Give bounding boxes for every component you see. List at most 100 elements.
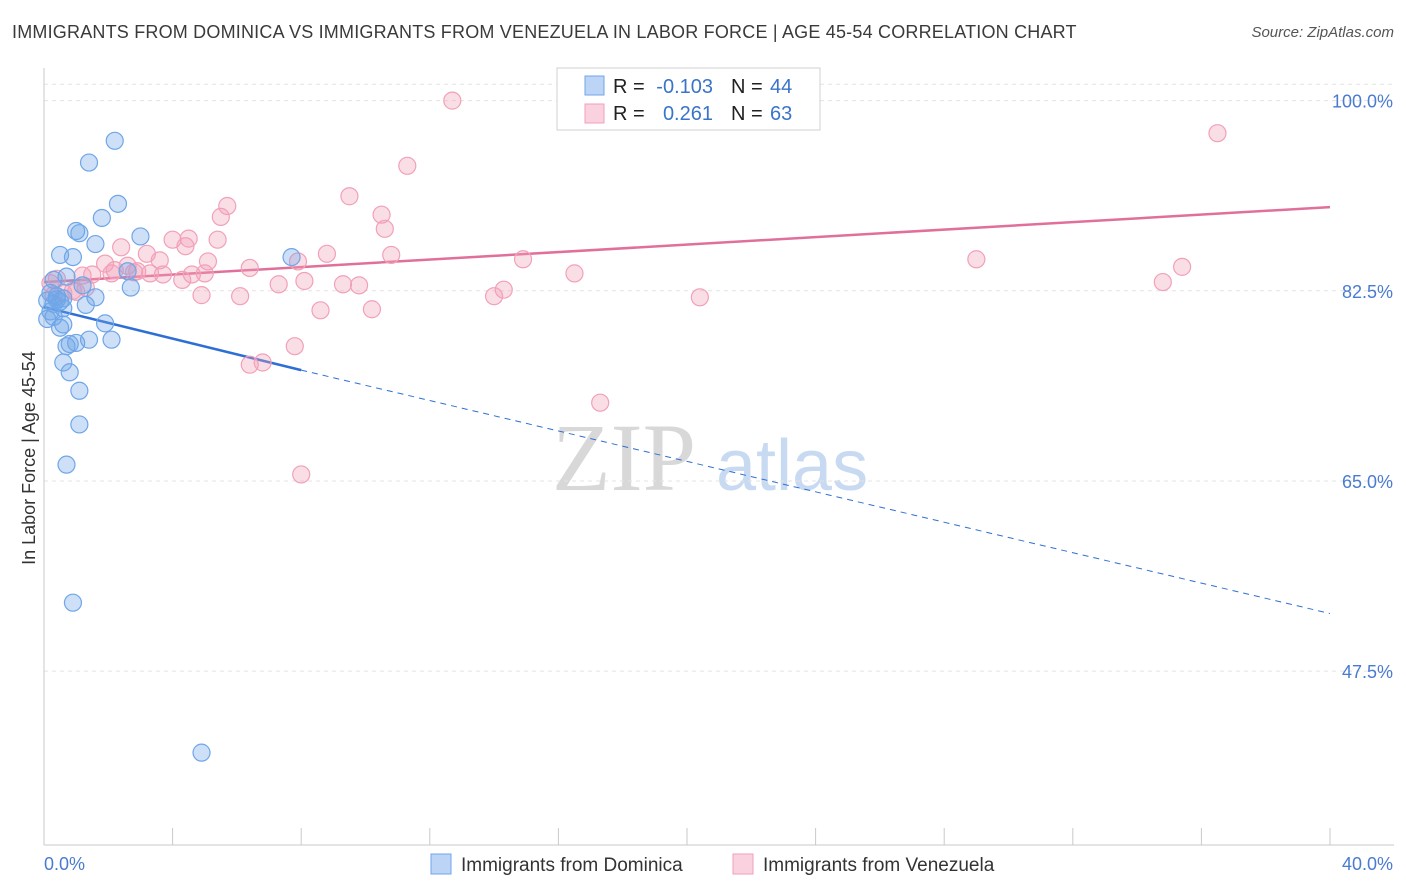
point-venezuela bbox=[182, 265, 201, 284]
point-dominica bbox=[95, 314, 115, 333]
point-venezuela bbox=[340, 187, 359, 206]
point-dominica bbox=[70, 415, 89, 434]
point-dominica bbox=[70, 224, 89, 243]
legend-swatch-dominica bbox=[430, 853, 452, 875]
point-venezuela bbox=[292, 465, 311, 484]
point-dominica bbox=[73, 276, 92, 295]
point-venezuela bbox=[382, 245, 401, 265]
watermark-zip: ZIP bbox=[552, 404, 696, 511]
y-tick-label: 65.0% bbox=[1342, 472, 1393, 492]
watermark-atlas: atlas bbox=[716, 426, 868, 506]
point-venezuela bbox=[967, 250, 986, 269]
point-dominica bbox=[86, 288, 105, 307]
legend-label-venezuela: Immigrants from Venezuela bbox=[763, 855, 995, 876]
point-venezuela bbox=[349, 276, 369, 295]
y-axis-label: In Labor Force | Age 45-54 bbox=[19, 351, 39, 565]
point-dominica bbox=[282, 247, 301, 267]
chart-title: IMMIGRANTS FROM DOMINICA VS IMMIGRANTS F… bbox=[12, 22, 1077, 42]
point-venezuela bbox=[173, 270, 192, 290]
point-venezuela bbox=[333, 275, 353, 294]
stats-n-venezuela: 63 bbox=[770, 103, 792, 125]
point-dominica bbox=[57, 455, 76, 474]
point-venezuela bbox=[311, 301, 330, 320]
point-venezuela bbox=[95, 254, 115, 273]
point-venezuela bbox=[1153, 272, 1172, 292]
y-tick-label: 100.0% bbox=[1332, 92, 1393, 112]
x-tick-max: 40.0% bbox=[1342, 854, 1393, 874]
stats-n-label-dominica: N = bbox=[731, 76, 763, 98]
point-dominica bbox=[63, 247, 83, 267]
y-tick-label: 47.5% bbox=[1342, 662, 1393, 682]
stats-n-dominica: 44 bbox=[770, 76, 792, 98]
point-venezuela bbox=[211, 207, 230, 226]
point-dominica bbox=[63, 593, 83, 612]
x-axis-ticks bbox=[43, 828, 1331, 845]
point-dominica bbox=[54, 289, 73, 308]
point-venezuela bbox=[485, 287, 504, 306]
point-venezuela bbox=[153, 265, 173, 284]
point-venezuela bbox=[690, 288, 709, 307]
point-venezuela bbox=[198, 252, 218, 271]
stats-r-label-venezuela: R = bbox=[613, 103, 645, 125]
point-venezuela bbox=[398, 156, 417, 175]
point-dominica bbox=[47, 290, 66, 309]
point-venezuela bbox=[1173, 257, 1192, 276]
point-dominica bbox=[54, 353, 73, 372]
point-venezuela bbox=[565, 264, 584, 283]
point-venezuela bbox=[443, 91, 462, 110]
stats-swatch-venezuela bbox=[584, 103, 605, 124]
point-dominica bbox=[67, 221, 86, 241]
point-venezuela bbox=[494, 280, 513, 299]
point-venezuela bbox=[591, 393, 610, 412]
point-venezuela bbox=[73, 266, 92, 285]
point-dominica bbox=[121, 278, 140, 297]
point-venezuela bbox=[192, 286, 211, 305]
point-dominica bbox=[54, 315, 73, 334]
point-venezuela bbox=[231, 287, 250, 306]
stats-box: R = -0.103 N = 44 R = 0.261 N = 63 bbox=[556, 67, 821, 131]
gridlines bbox=[44, 83, 1394, 672]
point-venezuela bbox=[218, 196, 237, 216]
series-venezuela bbox=[41, 91, 1227, 484]
point-venezuela bbox=[317, 244, 337, 263]
point-dominica bbox=[131, 227, 150, 246]
point-dominica bbox=[192, 743, 211, 762]
point-dominica bbox=[105, 131, 124, 150]
legend-swatch-venezuela bbox=[732, 853, 754, 875]
point-dominica bbox=[60, 334, 79, 354]
point-venezuela bbox=[176, 237, 195, 256]
stats-r-venezuela: 0.261 bbox=[663, 103, 713, 125]
point-venezuela bbox=[208, 230, 227, 249]
stats-n-label-venezuela: N = bbox=[731, 103, 763, 125]
point-dominica bbox=[108, 194, 128, 213]
point-venezuela bbox=[240, 258, 259, 278]
legend-label-dominica: Immigrants from Dominica bbox=[461, 855, 683, 876]
point-dominica bbox=[102, 330, 121, 349]
source-label: Source: ZipAtlas.com bbox=[1251, 24, 1394, 41]
point-dominica bbox=[79, 153, 99, 172]
point-venezuela bbox=[295, 271, 314, 291]
point-dominica bbox=[38, 309, 57, 329]
stats-r-label-dominica: R = bbox=[613, 76, 645, 98]
series-dominica bbox=[38, 131, 301, 762]
x-tick-min: 0.0% bbox=[44, 854, 85, 874]
stats-r-dominica: -0.103 bbox=[656, 76, 713, 98]
stats-swatch-dominica bbox=[584, 75, 605, 96]
point-venezuela bbox=[362, 300, 382, 319]
trend-line-venezuela bbox=[43, 205, 1331, 284]
trend-line-dominica-extension bbox=[301, 369, 1331, 615]
point-dominica bbox=[50, 318, 70, 337]
y-tick-labels: 47.5% 65.0% 82.5% 100.0% bbox=[1332, 92, 1393, 683]
point-dominica bbox=[60, 363, 79, 382]
point-dominica bbox=[57, 337, 76, 356]
point-venezuela bbox=[513, 250, 533, 269]
point-dominica bbox=[70, 381, 89, 400]
point-venezuela bbox=[195, 264, 214, 283]
point-venezuela bbox=[102, 264, 121, 283]
trend-line-dominica bbox=[43, 305, 302, 372]
point-dominica bbox=[118, 262, 137, 281]
point-dominica bbox=[86, 234, 105, 254]
point-dominica bbox=[92, 208, 111, 228]
legend: Immigrants from Dominica Immigrants from… bbox=[430, 853, 995, 876]
